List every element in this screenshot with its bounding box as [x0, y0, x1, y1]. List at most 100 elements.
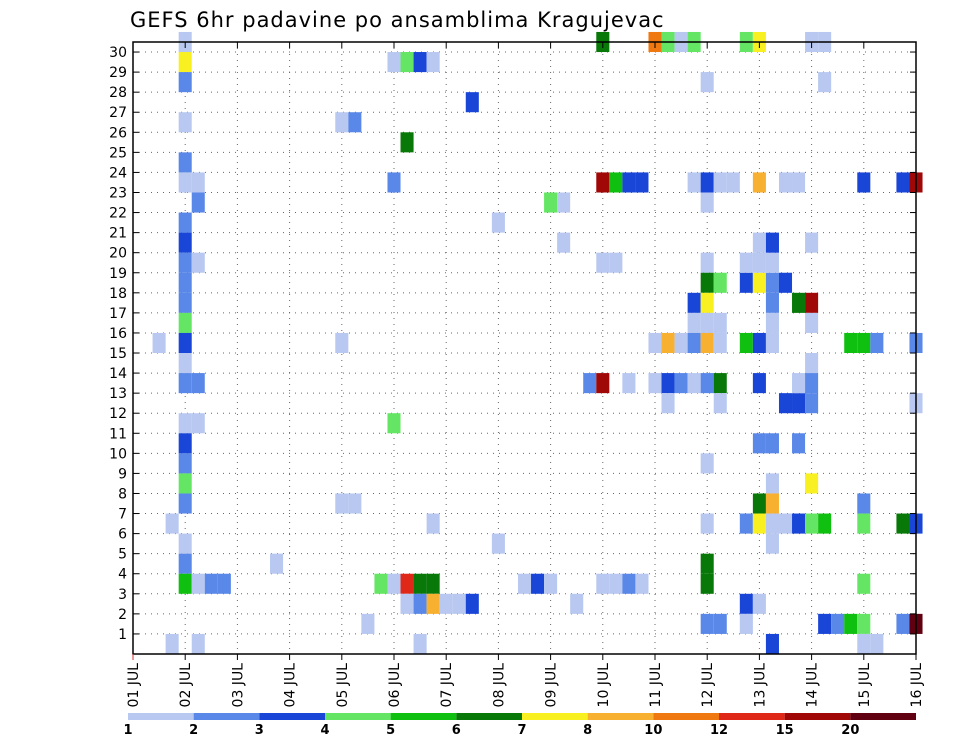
legend-swatch — [193, 713, 260, 720]
precip-cell — [713, 613, 727, 634]
legend-label: 7 — [517, 723, 526, 738]
y-tick-label: 23 — [109, 185, 127, 201]
y-tick-label: 18 — [109, 286, 127, 302]
precip-cell — [752, 593, 766, 614]
x-tick-label: 08 JUL — [491, 663, 507, 708]
precip-cell — [178, 312, 192, 333]
y-tick-label: 13 — [109, 386, 127, 402]
x-tick-label: 10 JUL — [596, 663, 612, 708]
precip-cell — [778, 272, 793, 293]
precip-cell — [178, 453, 192, 474]
precip-cell — [752, 172, 766, 193]
precip-cell — [857, 613, 871, 634]
precip-cell — [792, 433, 806, 454]
precip-cell — [700, 252, 714, 273]
precip-cell — [700, 513, 714, 534]
precip-cell — [178, 353, 192, 374]
precip-cell — [426, 593, 440, 614]
y-tick-label: 30 — [109, 45, 127, 61]
x-tick-label: 15 JUL — [857, 663, 873, 708]
x-tick-label: 01 JUL — [126, 663, 142, 708]
precip-cell — [687, 332, 701, 354]
precip-cell — [413, 593, 427, 614]
precip-cell — [178, 573, 192, 594]
x-tick-label: 09 JUL — [544, 663, 560, 708]
precip-cell — [700, 553, 714, 574]
y-tick-label: 4 — [118, 567, 127, 583]
y-axis: 1234567891011121314151617181920212223242… — [109, 45, 916, 643]
precip-cell — [426, 52, 440, 73]
precip-cell — [400, 573, 414, 594]
precip-cell — [739, 593, 753, 614]
precip-cell — [739, 613, 753, 634]
precip-cell — [387, 413, 401, 434]
precip-cell — [805, 513, 819, 534]
precip-cell — [792, 513, 806, 534]
precip-cell — [752, 332, 766, 354]
x-tick-label: 13 JUL — [752, 663, 768, 708]
precip-cell — [348, 493, 362, 514]
precip-cell — [661, 373, 675, 394]
plot-frame — [132, 41, 917, 655]
precip-cell — [661, 393, 675, 414]
legend-label: 5 — [386, 723, 395, 738]
precip-cell — [713, 373, 727, 394]
precip-cell — [452, 593, 466, 614]
precip-cell — [648, 373, 662, 394]
precip-cell — [178, 52, 192, 73]
y-tick-label: 20 — [109, 246, 127, 262]
precip-cell — [765, 312, 779, 333]
precip-cell — [674, 373, 688, 394]
precip-cell — [713, 393, 727, 414]
chart-title: GEFS 6hr padavine po ansamblima Kragujev… — [130, 8, 665, 32]
precip-cell — [622, 172, 636, 193]
precip-cell — [752, 232, 766, 253]
precip-cell — [517, 573, 532, 594]
y-tick-label: 25 — [109, 145, 127, 161]
precip-cell — [531, 573, 545, 594]
precip-cell — [191, 633, 205, 654]
precip-cell — [270, 553, 284, 574]
precip-cell — [544, 573, 558, 594]
precip-cell — [857, 573, 871, 594]
precip-cell — [178, 433, 192, 454]
precip-cell — [870, 633, 884, 654]
precip-cell — [191, 192, 205, 213]
precip-cell — [439, 593, 453, 614]
precip-cell — [765, 473, 779, 494]
y-tick-label: 2 — [118, 607, 127, 623]
precip-cell — [778, 513, 793, 534]
precip-cell — [805, 312, 819, 333]
y-tick-label: 9 — [118, 466, 127, 482]
precip-cell — [857, 513, 871, 534]
legend-label: 10 — [644, 723, 662, 738]
precip-cell — [413, 573, 427, 594]
y-tick-label: 16 — [109, 326, 127, 342]
precip-cell — [596, 172, 610, 193]
precip-cell — [765, 633, 779, 654]
y-tick-label: 24 — [109, 165, 127, 181]
precip-cell — [335, 332, 349, 354]
legend-swatch — [784, 713, 851, 720]
precip-cell — [726, 172, 740, 193]
precip-cell — [178, 152, 192, 173]
precip-cell — [178, 232, 192, 253]
legend-label: 3 — [255, 723, 264, 738]
precip-cell — [896, 172, 910, 193]
legend-swatch — [259, 713, 325, 720]
precip-cell — [752, 433, 766, 454]
precip-cell — [400, 593, 414, 614]
y-tick-label: 26 — [109, 125, 127, 141]
precip-cell — [818, 513, 832, 534]
precip-cell — [413, 52, 427, 73]
precip-cell — [805, 232, 819, 253]
precip-cell — [335, 493, 349, 514]
precip-cell — [713, 272, 727, 293]
x-tick-label: 14 JUL — [805, 663, 821, 708]
precip-cell — [413, 633, 427, 654]
precip-cell — [583, 373, 597, 394]
precip-cell — [152, 332, 166, 354]
legend-label: 6 — [452, 723, 461, 738]
y-tick-label: 7 — [118, 507, 127, 523]
legend-label: 15 — [776, 723, 794, 738]
